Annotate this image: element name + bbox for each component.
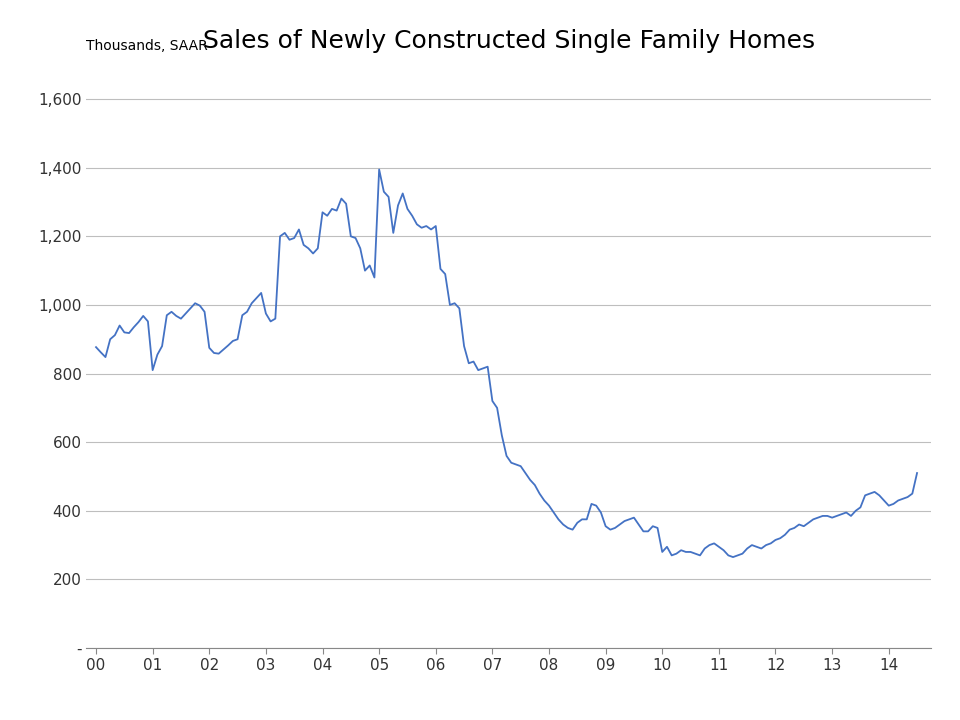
Text: Thousands, SAAR: Thousands, SAAR — [86, 39, 208, 53]
Title: Sales of Newly Constructed Single Family Homes: Sales of Newly Constructed Single Family… — [203, 29, 815, 53]
